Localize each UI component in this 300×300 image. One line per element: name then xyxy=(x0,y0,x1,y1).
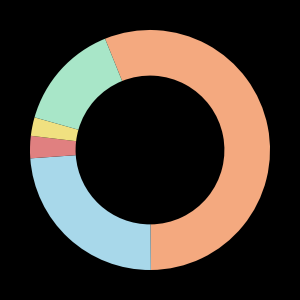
Wedge shape xyxy=(105,30,270,270)
Wedge shape xyxy=(31,117,78,141)
Wedge shape xyxy=(30,136,76,158)
Wedge shape xyxy=(34,39,122,130)
Wedge shape xyxy=(30,155,151,270)
